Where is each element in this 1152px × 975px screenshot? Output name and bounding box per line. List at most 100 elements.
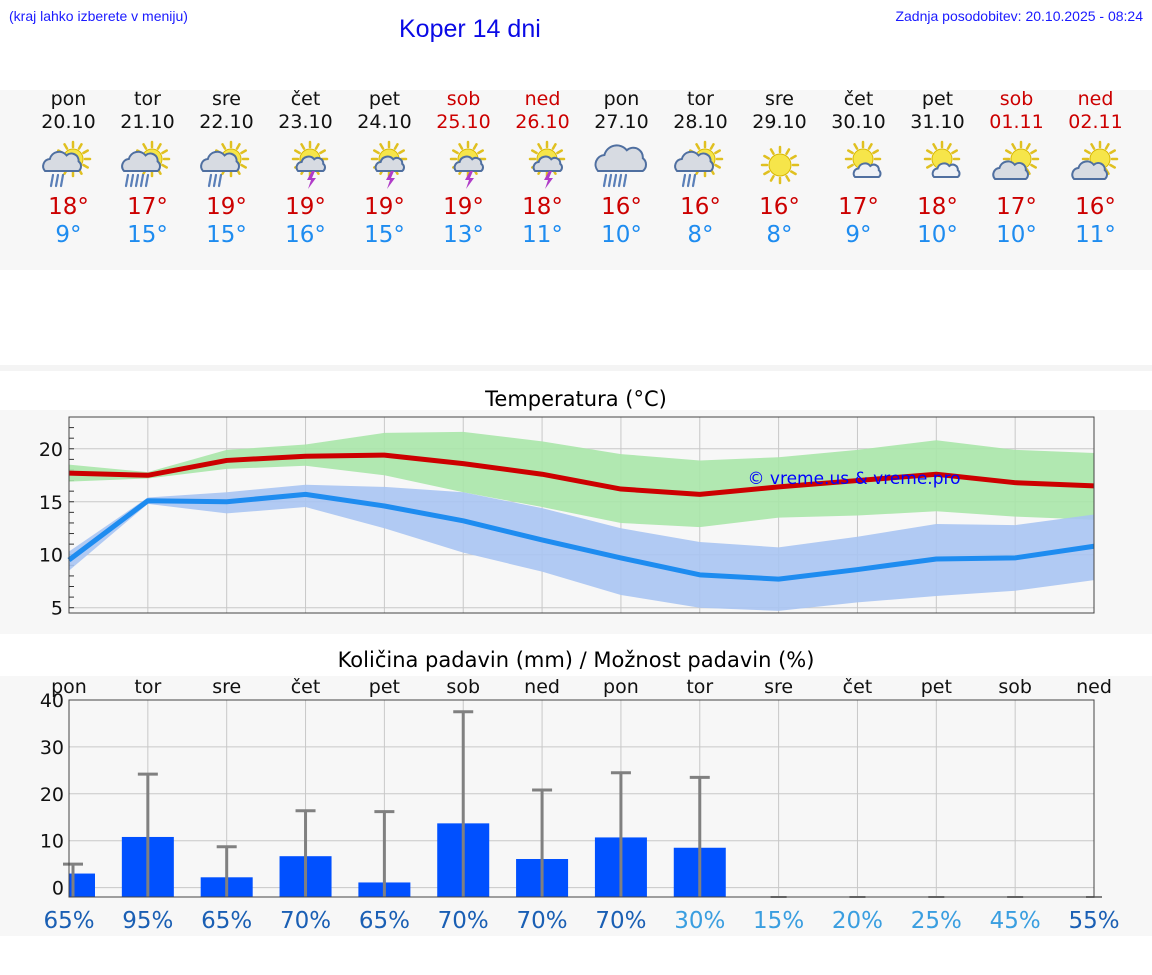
location-hint: (kraj lahko izberete v meniju) (9, 8, 188, 24)
day-name: sre (212, 88, 241, 110)
sun-icon (740, 133, 819, 193)
max-temperature: 17° (838, 194, 879, 220)
x-tick-label: čet (291, 676, 321, 698)
day-date: 29.10 (752, 111, 807, 133)
cloud-heavy-rain-icon (582, 133, 661, 193)
precipitation-chart-title: Količina padavin (mm) / Možnost padavin … (337, 648, 815, 672)
min-temperature: 8° (687, 222, 714, 248)
sun-cloud-icon (1056, 133, 1135, 193)
day-date: 20.10 (41, 111, 96, 133)
day-date: 26.10 (515, 111, 570, 133)
max-temperature: 16° (759, 194, 800, 220)
day-date: 24.10 (357, 111, 412, 133)
precipitation-probability: 55% (1068, 908, 1119, 934)
day-date: 31.10 (910, 111, 965, 133)
weather-icon-graphic (200, 140, 250, 188)
weather-icon-graphic (528, 140, 566, 189)
precipitation-probability: 65% (43, 908, 94, 934)
day-column: tor 21.10 17° 15° (108, 88, 187, 249)
day-column: pon 20.10 18° 9° (29, 88, 108, 249)
y-tick-label: 10 (39, 545, 63, 567)
divider (0, 365, 1152, 371)
day-column: sre 29.10 16° 8° (740, 88, 819, 249)
weather-icon-graphic (1071, 140, 1119, 180)
day-name: čet (843, 88, 874, 110)
max-temperature: 17° (127, 194, 168, 220)
day-name: sob (446, 88, 481, 110)
weather-icon-graphic (449, 140, 487, 189)
weather-icon-graphic (121, 140, 171, 188)
x-tick-label: ned (524, 676, 560, 698)
y-tick-label: 10 (40, 831, 64, 853)
day-column: tor 28.10 16° 8° (661, 88, 740, 249)
precipitation-probability: 95% (122, 908, 173, 934)
min-temperature: 15° (127, 222, 168, 248)
sun-cloud-thunder-icon (424, 133, 503, 193)
x-tick-label: ned (1076, 676, 1112, 698)
sun-small-cloud-icon (819, 133, 898, 193)
x-tick-label: pon (51, 676, 87, 698)
min-temperature: 15° (364, 222, 405, 248)
weather-icon-graphic (594, 144, 647, 188)
day-name: sre (765, 88, 794, 110)
day-date: 21.10 (120, 111, 175, 133)
max-temperature: 18° (48, 194, 89, 220)
day-column: čet 30.10 17° 9° (819, 88, 898, 249)
sun-cloud-rain-icon (187, 133, 266, 193)
day-column: pon 27.10 16° 10° (582, 88, 661, 249)
y-tick-label: 20 (40, 784, 64, 806)
weather-icon-graphic (992, 140, 1040, 180)
x-tick-label: sre (764, 676, 793, 698)
page-title: Koper 14 dni (399, 15, 541, 43)
precipitation-probability: 65% (359, 908, 410, 934)
day-date: 27.10 (594, 111, 649, 133)
max-temperature: 19° (443, 194, 484, 220)
y-tick-label: 40 (40, 690, 64, 712)
y-tick-label: 15 (39, 492, 63, 514)
min-temperature: 10° (996, 222, 1037, 248)
min-temperature: 13° (443, 222, 484, 248)
min-temperature: 10° (601, 222, 642, 248)
weather-icon-graphic (42, 140, 92, 188)
sun-small-cloud-icon (898, 133, 977, 193)
temperature-chart-title: Temperatura (°C) (485, 387, 667, 411)
day-name: pon (603, 88, 640, 110)
day-name: pet (921, 88, 954, 110)
min-temperature: 16° (285, 222, 326, 248)
day-column: čet 23.10 19° 16° (266, 88, 345, 249)
min-temperature: 8° (766, 222, 793, 248)
temperature-chart: 5 10 15 20 © vreme.us & vreme.pro (39, 416, 1095, 620)
day-name: ned (524, 88, 561, 110)
day-name: pet (368, 88, 401, 110)
x-tick-label: sre (212, 676, 241, 698)
x-tick-label: pon (603, 676, 639, 698)
last-updated: Zadnja posodobitev: 20.10.2025 - 08:24 (895, 8, 1143, 24)
weather-icon-graphic (674, 140, 724, 188)
max-temperature: 19° (364, 194, 405, 220)
plot-frame (68, 699, 1095, 898)
x-tick-label: čet (843, 676, 873, 698)
day-date: 22.10 (199, 111, 254, 133)
min-temperature: 9° (55, 222, 82, 248)
x-tick-label: tor (134, 676, 161, 698)
precipitation-probability: 30% (674, 908, 725, 934)
min-temperature: 11° (522, 222, 563, 248)
precipitation-probability: 25% (911, 908, 962, 934)
max-temperature: 19° (206, 194, 247, 220)
plot-area (69, 700, 1094, 897)
min-temperature: 15° (206, 222, 247, 248)
sun-cloud-heavy-rain-icon (108, 133, 187, 193)
weather-icon-graphic (370, 140, 408, 189)
day-name: pon (50, 88, 87, 110)
min-temperature: 11° (1075, 222, 1116, 248)
weather-icon-graphic (844, 140, 882, 178)
max-temperature: 18° (917, 194, 958, 220)
precipitation-bar (69, 873, 95, 897)
watermark: © vreme.us & vreme.pro (747, 469, 960, 489)
day-column: pet 24.10 19° 15° (345, 88, 424, 249)
y-tick-label: 20 (39, 439, 63, 461)
sun-cloud-thunder-icon (503, 133, 582, 193)
min-temperature: 9° (845, 222, 872, 248)
max-temperature: 18° (522, 194, 563, 220)
